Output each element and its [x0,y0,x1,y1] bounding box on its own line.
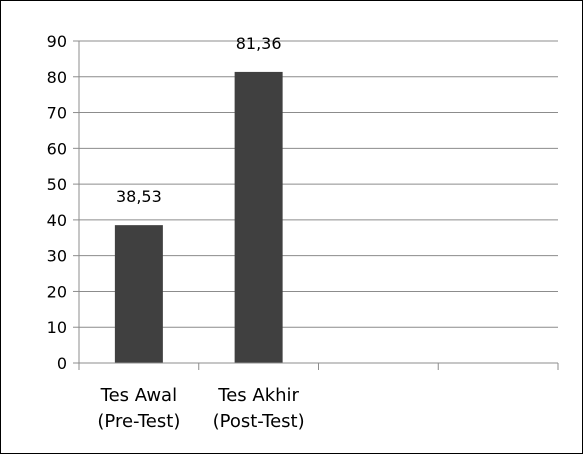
y-tick-label: 90 [47,32,67,51]
y-tick-label: 0 [57,354,67,373]
y-tick-label: 60 [47,139,67,158]
y-tick-label: 40 [47,211,67,230]
y-tick-label: 50 [47,175,67,194]
bar [234,71,283,364]
y-tick-label: 30 [47,247,67,266]
data-label: 38,53 [116,187,162,206]
x-axis: Tes Awal (Pre-Test) Tes Akhir (Post-Test) [78,362,559,432]
data-label: 81,36 [236,34,282,53]
x-tick-label: (Post-Test) [213,411,305,432]
y-tick-label: 10 [47,318,67,337]
x-tick-label: (Pre-Test) [97,411,180,432]
y-axis-ticks: 0 10 20 30 40 50 60 70 80 90 [47,32,80,373]
bars [114,71,283,364]
y-tick-label: 20 [47,282,67,301]
x-tick-label: Tes Awal [100,385,177,406]
bar [114,225,163,363]
y-tick-label: 80 [47,68,67,87]
x-tick-label: Tes Akhir [217,385,299,406]
data-labels: 38,53 81,36 [116,34,282,206]
y-tick-label: 70 [47,104,67,123]
